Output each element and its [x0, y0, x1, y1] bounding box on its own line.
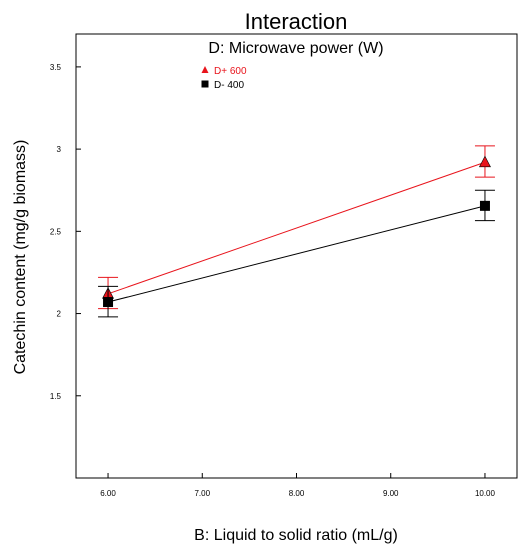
chart-subtitle: D: Microwave power (W) [208, 40, 383, 57]
legend: D+ 600 D- 400 [201, 66, 247, 91]
x-axis-ticks: 6.00 7.00 8.00 9.00 10.00 [100, 473, 496, 498]
y-axis-label: Catechin content (mg/g biomass) [12, 140, 29, 375]
x-tick-label: 10.00 [475, 489, 496, 498]
x-tick-label: 7.00 [194, 489, 210, 498]
series-line [107, 161, 486, 295]
y-tick-label: 1.5 [50, 392, 62, 401]
y-tick-label: 2.5 [50, 227, 62, 236]
y-tick-label: 2 [57, 310, 62, 319]
series-line [107, 205, 486, 303]
series-d-plus-600 [98, 145, 495, 310]
chart-title: Interaction [245, 9, 348, 34]
legend-label: D+ 600 [214, 66, 247, 77]
y-axis-ticks: 1.5 2 2.5 3 3.5 [50, 63, 81, 401]
series-d-minus-400 [98, 189, 495, 318]
x-axis-label: B: Liquid to solid ratio (mL/g) [194, 527, 398, 544]
data-point-square [103, 297, 114, 308]
legend-label: D- 400 [214, 80, 244, 91]
series-layer [98, 145, 495, 318]
x-tick-label: 6.00 [100, 489, 116, 498]
data-point-square [479, 200, 490, 211]
x-tick-label: 9.00 [383, 489, 399, 498]
legend-marker-square [201, 80, 209, 88]
legend-marker-triangle [201, 66, 209, 73]
y-tick-label: 3.5 [50, 63, 62, 72]
data-point-triangle [478, 155, 491, 168]
plot-area [75, 33, 518, 479]
y-tick-label: 3 [57, 145, 62, 154]
x-tick-label: 8.00 [289, 489, 305, 498]
